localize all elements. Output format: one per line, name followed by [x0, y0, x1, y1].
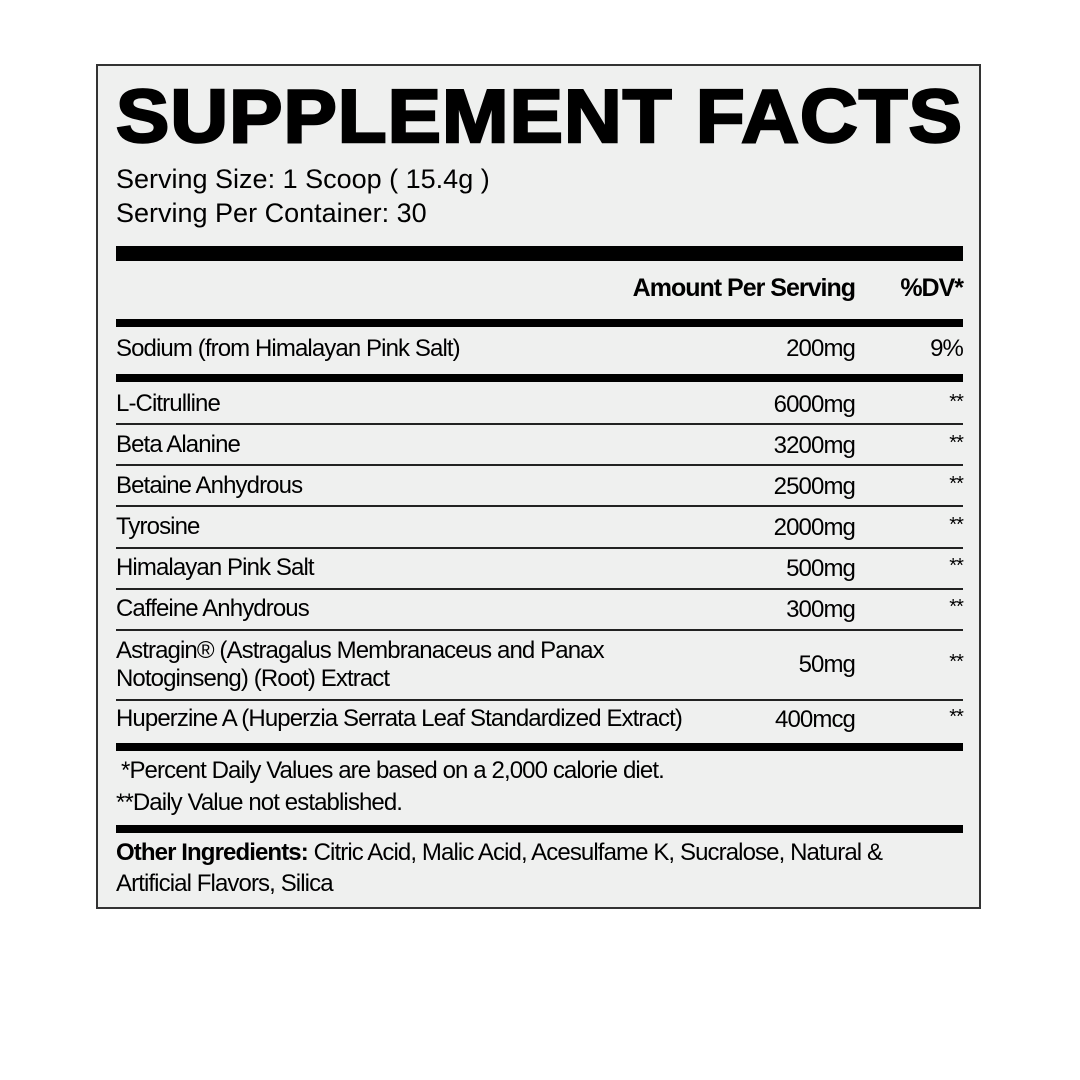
row-divider [116, 423, 963, 425]
ingredient-amount: 400mcg [775, 706, 856, 733]
ingredient-amount: 50mg [798, 651, 856, 678]
sodium-dv: 9% [930, 335, 964, 362]
serving-size: Serving Size: 1 Scoop ( 15.4g ) [116, 164, 490, 194]
supplement-facts-panel [96, 64, 981, 909]
divider [116, 743, 963, 751]
footnote-dv: *Percent Daily Values are based on a 2,0… [121, 757, 665, 784]
ingredient-amount: 2500mg [773, 473, 856, 500]
row-divider [116, 629, 963, 631]
ingredient-dv: ** [949, 473, 964, 495]
row-divider [116, 699, 963, 701]
sodium-amount: 200mg [786, 335, 856, 362]
servings-per-container: Serving Per Container: 30 [116, 198, 427, 228]
other-ingredients-line2: Artificial Flavors, Silica [116, 870, 334, 897]
row-divider [116, 588, 963, 590]
title: SUPPLEMENT FACTS [115, 74, 964, 158]
ingredient-name-line2: Notoginseng) (Root) Extract [116, 665, 390, 692]
ingredient-name: L-Citrulline [116, 390, 221, 417]
ingredient-amount: 300mg [786, 596, 856, 623]
ingredient-dv: ** [949, 391, 964, 413]
other-ingredients-text: Citric Acid, Malic Acid, Acesulfame K, S… [307, 839, 883, 866]
ingredient-dv: ** [949, 514, 964, 536]
ingredient-name: Tyrosine [116, 513, 200, 540]
row-divider [116, 547, 963, 549]
ingredient-name: Beta Alanine [116, 431, 241, 458]
ingredient-dv: ** [949, 596, 964, 618]
ingredient-dv: ** [949, 555, 964, 577]
footnote-not-established: **Daily Value not established. [116, 789, 403, 816]
divider-thick [116, 246, 963, 261]
ingredient-dv: ** [949, 706, 964, 728]
ingredient-name: Astragin® (Astragalus Membranaceus and P… [116, 637, 605, 664]
ingredient-amount: 2000mg [773, 514, 856, 541]
ingredient-name: Caffeine Anhydrous [116, 595, 310, 622]
row-divider [116, 505, 963, 507]
other-ingredients: Other Ingredients: Citric Acid, Malic Ac… [116, 839, 883, 867]
row-divider [116, 464, 963, 466]
ingredient-name: Betaine Anhydrous [116, 472, 303, 499]
ingredient-dv: ** [949, 651, 964, 673]
header-amount: Amount Per Serving [632, 274, 856, 302]
header-dv: %DV* [900, 274, 964, 302]
ingredient-amount: 500mg [786, 555, 856, 582]
divider [116, 319, 963, 327]
ingredient-dv: ** [949, 432, 964, 454]
ingredient-name: Huperzine A (Huperzia Serrata Leaf Stand… [116, 705, 683, 732]
ingredient-name: Himalayan Pink Salt [116, 554, 315, 581]
divider [116, 374, 963, 382]
ingredient-amount: 3200mg [773, 432, 856, 459]
divider [116, 825, 963, 833]
other-ingredients-label: Other Ingredients: [116, 839, 309, 866]
sodium-name: Sodium (from Himalayan Pink Salt) [116, 335, 461, 362]
ingredient-amount: 6000mg [773, 391, 856, 418]
